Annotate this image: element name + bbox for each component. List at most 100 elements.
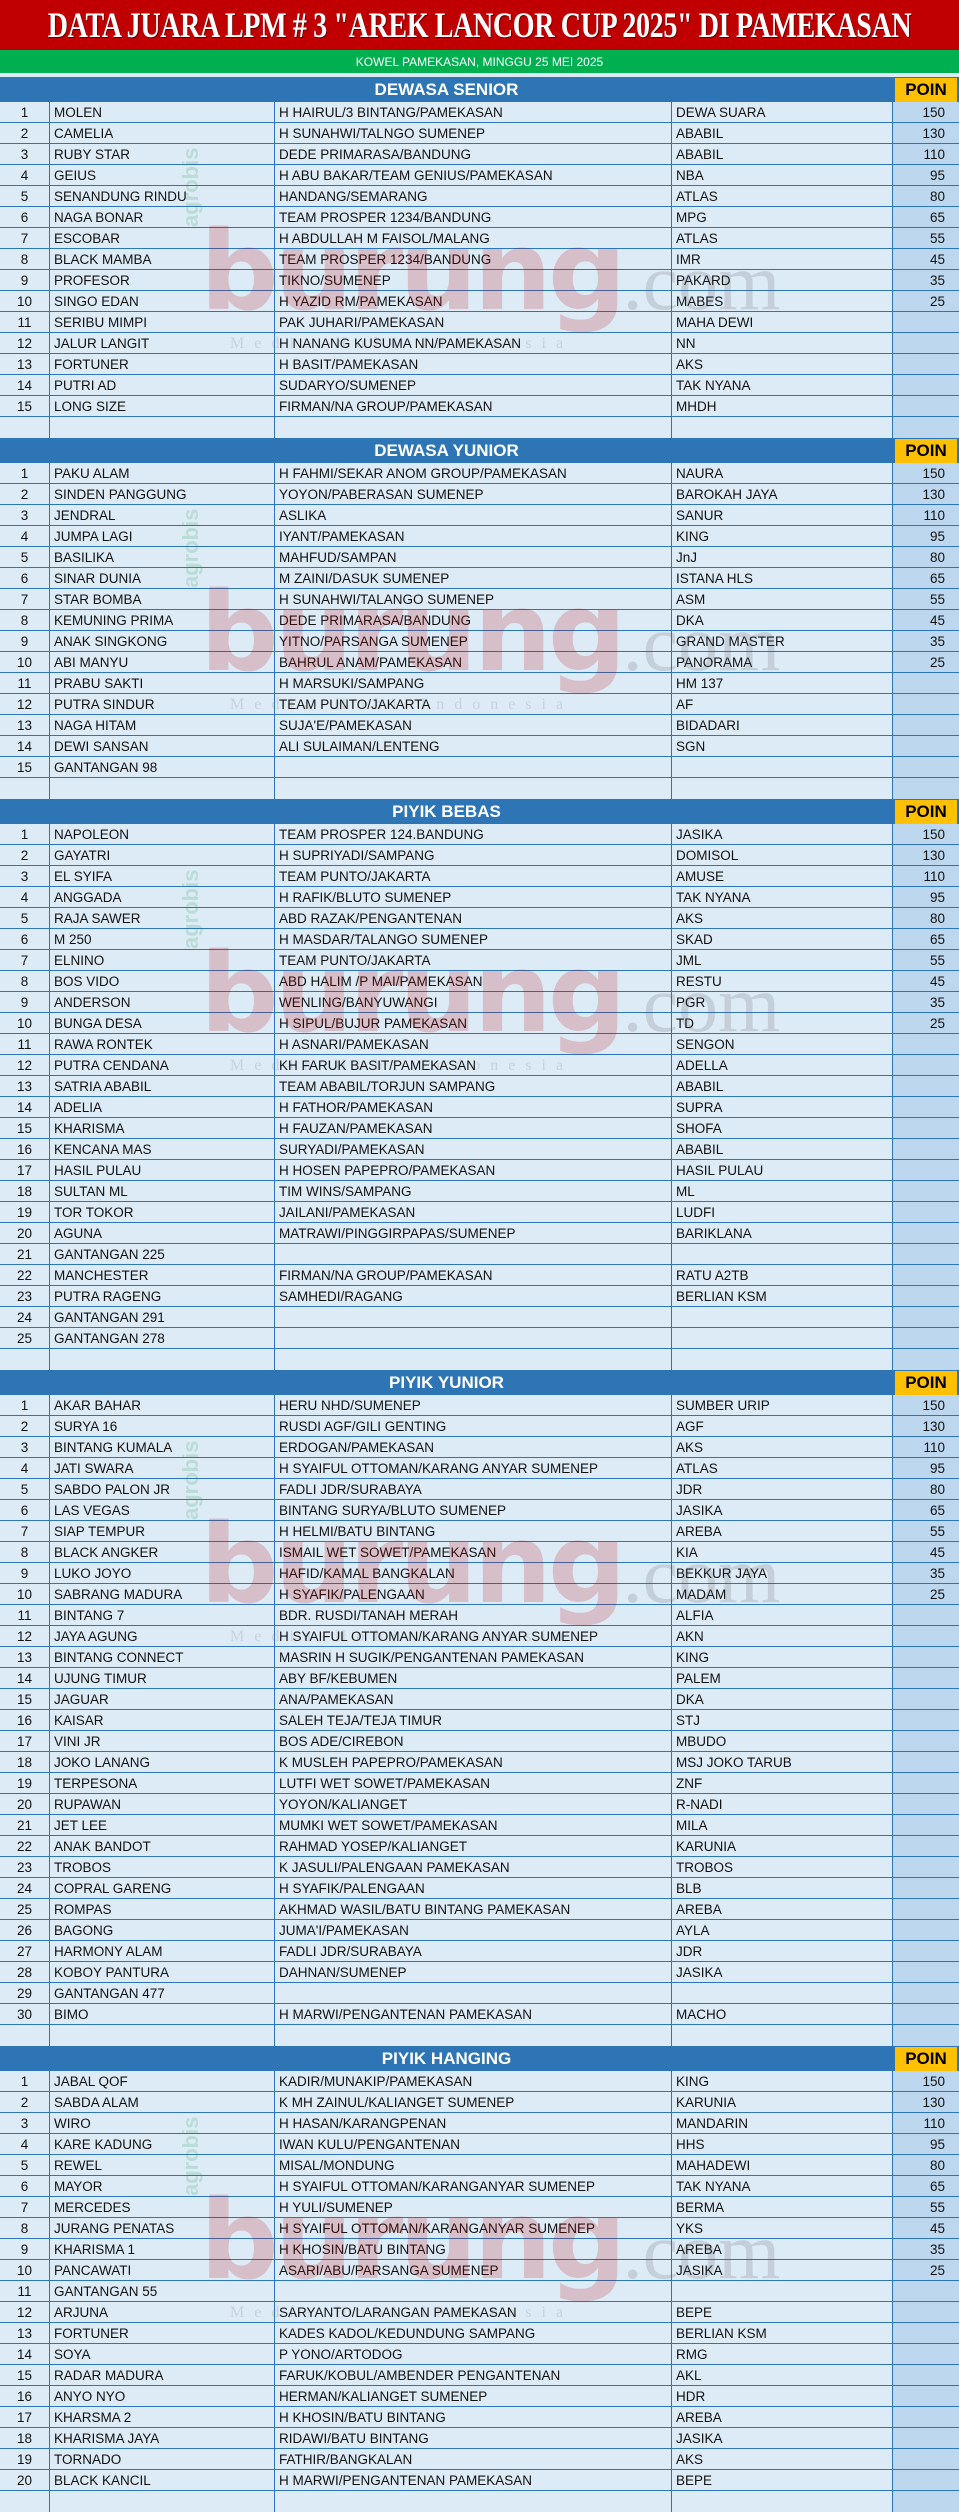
owner-cell: FATHIR/BANGKALAN bbox=[275, 2449, 672, 2469]
rank-cell: 16 bbox=[0, 1139, 50, 1159]
points-cell bbox=[893, 1752, 959, 1772]
section-title: PIYIK BEBAS bbox=[392, 801, 501, 821]
table-row: 14 UJUNG TIMUR ABY BF/KEBUMEN PALEM bbox=[0, 1668, 959, 1689]
rank-cell: 9 bbox=[0, 631, 50, 651]
points-cell bbox=[893, 1857, 959, 1877]
rank-cell: 7 bbox=[0, 1521, 50, 1541]
table-row: 16 ANYO NYO HERMAN/KALIANGET SUMENEP HDR bbox=[0, 2386, 959, 2407]
bird-name-cell: RADAR MADURA bbox=[50, 2365, 275, 2385]
team-cell: AREBA bbox=[672, 1899, 893, 1919]
points-cell: 45 bbox=[893, 1542, 959, 1562]
points-cell: 25 bbox=[893, 1013, 959, 1033]
bird-name-cell: JALUR LANGIT bbox=[50, 333, 275, 353]
bird-name-cell: SABDO PALON JR bbox=[50, 1479, 275, 1499]
points-cell bbox=[893, 2281, 959, 2301]
table-row: 13 BINTANG CONNECT MASRIN H SUGIK/PENGANTE… bbox=[0, 1647, 959, 1668]
team-cell: HASIL PULAU bbox=[672, 1160, 893, 1180]
owner-cell: BDR. RUSDI/TANAH MERAH bbox=[275, 1605, 672, 1625]
owner-cell: H HAIRUL/3 BINTANG/PAMEKASAN bbox=[275, 102, 672, 122]
rank-cell: 14 bbox=[0, 375, 50, 395]
rank-cell: 11 bbox=[0, 1605, 50, 1625]
spacer bbox=[0, 73, 959, 77]
owner-cell: H SUPRIYADI/SAMPANG bbox=[275, 845, 672, 865]
section-dewasa-yunior: DEWASA YUNIOR POIN 1 PAKU ALAM H FAHMI/SEKAR… bbox=[0, 438, 959, 799]
bird-name-cell: KEMUNING PRIMA bbox=[50, 610, 275, 630]
points-cell: 110 bbox=[893, 505, 959, 525]
bird-name-cell: ELNINO bbox=[50, 950, 275, 970]
section-header: PIYIK BEBAS POIN bbox=[0, 799, 959, 824]
event-subtitle: KOWEL PAMEKASAN, MINGGU 25 MEI 2025 bbox=[0, 50, 959, 73]
owner-cell: HANDANG/SEMARANG bbox=[275, 186, 672, 206]
owner-cell: H MARWI/PENGANTENAN PAMEKASAN bbox=[275, 2004, 672, 2024]
rank-cell: 3 bbox=[0, 866, 50, 886]
points-cell bbox=[893, 2449, 959, 2469]
empty-cell bbox=[893, 417, 959, 438]
rank-cell: 23 bbox=[0, 1286, 50, 1306]
team-cell: ADELLA bbox=[672, 1055, 893, 1075]
rank-cell: 11 bbox=[0, 312, 50, 332]
table-row: 6 LAS VEGAS BINTANG SURYA/BLUTO SUMENEP JAS… bbox=[0, 1500, 959, 1521]
owner-cell: YITNO/PARSANGA SUMENEP bbox=[275, 631, 672, 651]
owner-cell: SUDARYO/SUMENEP bbox=[275, 375, 672, 395]
team-cell: MANDARIN bbox=[672, 2113, 893, 2133]
points-cell bbox=[893, 2470, 959, 2490]
rank-cell: 24 bbox=[0, 1878, 50, 1898]
points-cell bbox=[893, 1962, 959, 1982]
table-row: 17 HASIL PULAU H HOSEN PAPEPRO/PAMEKASAN HA… bbox=[0, 1160, 959, 1181]
rank-cell: 17 bbox=[0, 1160, 50, 1180]
bird-name-cell: JET LEE bbox=[50, 1815, 275, 1835]
bird-name-cell: KAISAR bbox=[50, 1710, 275, 1730]
owner-cell: TEAM PROSPER 124.BANDUNG bbox=[275, 824, 672, 844]
owner-cell bbox=[275, 1328, 672, 1348]
bird-name-cell: HASIL PULAU bbox=[50, 1160, 275, 1180]
team-cell: MACHO bbox=[672, 2004, 893, 2024]
owner-cell bbox=[275, 757, 672, 777]
rank-cell: 10 bbox=[0, 2260, 50, 2280]
table-row: 14 PUTRI AD SUDARYO/SUMENEP TAK NYANA bbox=[0, 375, 959, 396]
rank-cell: 29 bbox=[0, 1983, 50, 2003]
section-title: PIYIK YUNIOR bbox=[389, 1372, 504, 1392]
points-cell: 65 bbox=[893, 568, 959, 588]
points-cell bbox=[893, 2407, 959, 2427]
points-cell bbox=[893, 1055, 959, 1075]
table-row: 18 SULTAN ML TIM WINS/SAMPANG ML bbox=[0, 1181, 959, 1202]
table-row: 21 JET LEE MUMKI WET SOWET/PAMEKASAN MILA bbox=[0, 1815, 959, 1836]
team-cell: IMR bbox=[672, 249, 893, 269]
team-cell: AKL bbox=[672, 2365, 893, 2385]
table-row: 6 NAGA BONAR TEAM PROSPER 1234/BANDUNG MPG 6… bbox=[0, 207, 959, 228]
owner-cell: TEAM ABABIL/TORJUN SAMPANG bbox=[275, 1076, 672, 1096]
empty-row bbox=[0, 2491, 959, 2512]
rank-cell: 15 bbox=[0, 2365, 50, 2385]
table-row: 22 ANAK BANDOT RAHMAD YOSEP/KALIANGET KARUN… bbox=[0, 1836, 959, 1857]
table-row: 5 SENANDUNG RINDU HANDANG/SEMARANG ATLAS 80 bbox=[0, 186, 959, 207]
points-cell bbox=[893, 1836, 959, 1856]
team-cell: BEPE bbox=[672, 2302, 893, 2322]
points-cell bbox=[893, 715, 959, 735]
bird-name-cell: KHARISMA bbox=[50, 1118, 275, 1138]
table-row: 4 ANGGADA H RAFIK/BLUTO SUMENEP TAK NYANA 95 bbox=[0, 887, 959, 908]
points-cell: 130 bbox=[893, 845, 959, 865]
owner-cell: IWAN KULU/PENGANTENAN bbox=[275, 2134, 672, 2154]
empty-cell bbox=[672, 1349, 893, 1370]
bird-name-cell: ANYO NYO bbox=[50, 2386, 275, 2406]
owner-cell: FADLI JDR/SURABAYA bbox=[275, 1479, 672, 1499]
rank-cell: 10 bbox=[0, 1013, 50, 1033]
points-cell bbox=[893, 2344, 959, 2364]
rank-cell: 11 bbox=[0, 673, 50, 693]
team-cell: SUPRA bbox=[672, 1097, 893, 1117]
table-row: 28 KOBOY PANTURA DAHNAN/SUMENEP JASIKA bbox=[0, 1962, 959, 1983]
rank-cell: 5 bbox=[0, 1479, 50, 1499]
owner-cell: H KHOSIN/BATU BINTANG bbox=[275, 2239, 672, 2259]
bird-name-cell: ESCOBAR bbox=[50, 228, 275, 248]
bird-name-cell: KENCANA MAS bbox=[50, 1139, 275, 1159]
table-row: 19 TOR TOKOR JAILANI/PAMEKASAN LUDFI bbox=[0, 1202, 959, 1223]
bird-name-cell: NAPOLEON bbox=[50, 824, 275, 844]
table-row: 20 AGUNA MATRAWI/PINGGIRPAPAS/SUMENEP BARIK… bbox=[0, 1223, 959, 1244]
bird-name-cell: SIAP TEMPUR bbox=[50, 1521, 275, 1541]
owner-cell: H HELMI/BATU BINTANG bbox=[275, 1521, 672, 1541]
points-cell bbox=[893, 1118, 959, 1138]
table-row: 9 PROFESOR TIKNO/SUMENEP PAKARD 35 bbox=[0, 270, 959, 291]
team-cell: MPG bbox=[672, 207, 893, 227]
table-row: 12 PUTRA CENDANA KH FARUK BASIT/PAMEKASAN A… bbox=[0, 1055, 959, 1076]
